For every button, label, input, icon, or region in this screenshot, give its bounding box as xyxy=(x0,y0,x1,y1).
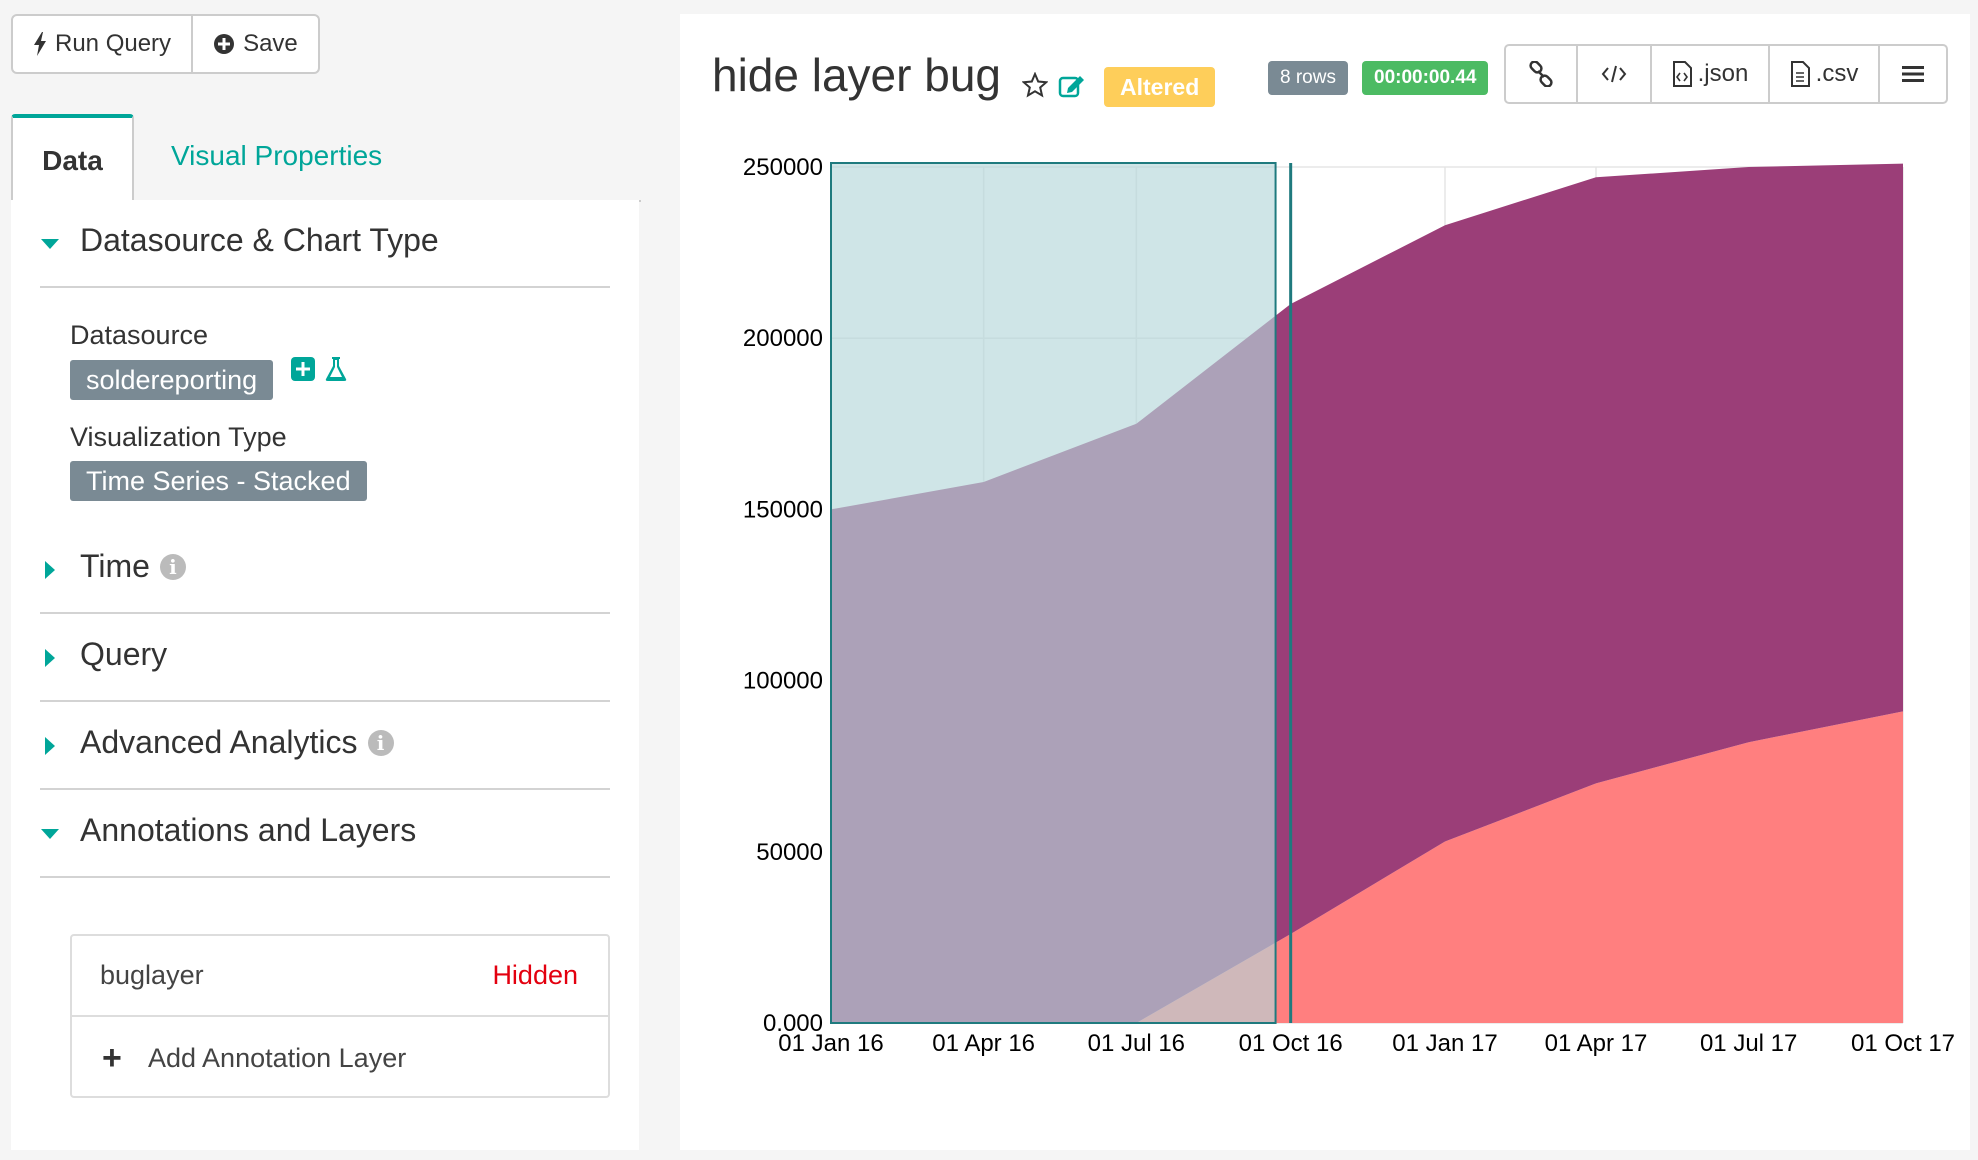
section-title: Advanced Analytics xyxy=(80,724,358,760)
viz-type-label: Visualization Type xyxy=(70,422,287,452)
section-title: Query xyxy=(80,636,168,672)
plus-circle-icon xyxy=(214,34,235,54)
altered-badge: Altered xyxy=(1104,67,1216,107)
section-advanced-analytics[interactable]: Advanced Analytics i xyxy=(40,702,610,790)
export-json-button[interactable]: .json xyxy=(1650,46,1768,102)
tab-visual-properties[interactable]: Visual Properties xyxy=(171,140,383,171)
y-tick-label: 100000 xyxy=(743,668,823,695)
viz-type-select[interactable]: Time Series - Stacked xyxy=(70,461,367,501)
slice-actions: .json .csv xyxy=(1504,44,1948,104)
x-tick-label: 01 Apr 16 xyxy=(932,1030,1035,1057)
save-label: Save xyxy=(243,30,298,57)
x-tick-label: 01 Jan 16 xyxy=(778,1030,883,1057)
tab-data[interactable]: Data xyxy=(11,114,134,204)
query-timer-badge: 00:00:00.44 xyxy=(1362,61,1489,95)
json-label: .json xyxy=(1697,60,1749,87)
run-query-button[interactable]: Run Query xyxy=(13,16,191,72)
datasource-actions xyxy=(291,356,347,382)
y-tick-label: 150000 xyxy=(743,496,823,523)
section-datasource-chart-type[interactable]: Datasource & Chart Type xyxy=(40,200,610,288)
section-title: Time xyxy=(80,548,150,584)
time-series-chart: 0.000 50000 100000 150000 200000 250000 01 Jan… xyxy=(743,154,1955,1057)
section-time[interactable]: Time i xyxy=(40,526,610,614)
link-button[interactable] xyxy=(1506,46,1576,102)
edit-icon[interactable] xyxy=(1058,72,1086,98)
title-actions xyxy=(1022,72,1086,98)
section-title-wrap: Time i xyxy=(80,548,186,585)
more-menu-button[interactable] xyxy=(1878,46,1946,102)
section-annotations-layers[interactable]: Annotations and Layers xyxy=(40,790,610,878)
query-toolbar: Run Query Save xyxy=(11,14,320,74)
y-tick-label: 250000 xyxy=(743,154,823,181)
csv-label: .csv xyxy=(1815,60,1859,87)
info-icon[interactable]: i xyxy=(159,553,186,580)
x-tick-label: 01 Oct 17 xyxy=(1851,1030,1955,1057)
slice-title: hide layer bug xyxy=(712,49,1001,101)
info-icon[interactable]: i xyxy=(367,729,394,756)
chart-container: hide layer bug Altered 8 rows 00:00:00.4… xyxy=(680,14,1970,1150)
section-query[interactable]: Query xyxy=(40,614,610,702)
flask-icon[interactable] xyxy=(325,356,347,382)
code-icon xyxy=(1601,65,1627,83)
annotation-layer-name: buglayer xyxy=(100,960,204,990)
caret-right-icon xyxy=(45,561,55,579)
y-tick-label: 200000 xyxy=(743,325,823,352)
annotation-layer-list: buglayer Hidden + Add Annotation Layer xyxy=(70,934,610,1098)
section-title: Datasource & Chart Type xyxy=(80,222,439,258)
add-annotation-layer-label: Add Annotation Layer xyxy=(148,1043,407,1073)
file-code-icon xyxy=(1672,61,1692,87)
datasource-label: Datasource xyxy=(70,320,209,350)
bolt-icon xyxy=(34,32,46,56)
section-title: Annotations and Layers xyxy=(80,812,417,848)
caret-down-icon xyxy=(41,239,59,249)
plus-square-icon[interactable] xyxy=(291,357,315,381)
control-tabs: Data Visual Properties xyxy=(11,114,641,204)
run-query-label: Run Query xyxy=(55,30,172,57)
row-count-badge: 8 rows xyxy=(1268,61,1348,95)
add-annotation-layer-button[interactable]: + Add Annotation Layer xyxy=(72,1019,608,1098)
x-tick-label: 01 Apr 17 xyxy=(1545,1030,1648,1057)
caret-right-icon xyxy=(45,649,55,667)
embed-code-button[interactable] xyxy=(1576,46,1650,102)
x-tick-label: 01 Oct 16 xyxy=(1239,1030,1343,1057)
caret-right-icon xyxy=(45,737,55,755)
save-button[interactable]: Save xyxy=(191,16,318,72)
caret-down-icon xyxy=(41,829,59,839)
plus-icon: + xyxy=(102,1039,122,1077)
section-title-wrap: Advanced Analytics i xyxy=(80,724,394,761)
hamburger-icon xyxy=(1902,66,1924,82)
datasource-select[interactable]: soldereporting xyxy=(70,360,274,400)
x-tick-label: 01 Jul 17 xyxy=(1700,1030,1797,1057)
y-tick-label: 50000 xyxy=(756,839,823,866)
star-icon[interactable] xyxy=(1022,72,1048,98)
annotation-layer-status: Hidden xyxy=(492,960,578,990)
export-csv-button[interactable]: .csv xyxy=(1768,46,1878,102)
annotation-layer-item[interactable]: buglayer Hidden xyxy=(72,936,608,1017)
x-tick-label: 01 Jul 16 xyxy=(1088,1030,1185,1057)
link-icon xyxy=(1529,61,1553,87)
annotation-interval xyxy=(830,162,1277,1024)
x-tick-label: 01 Jan 17 xyxy=(1392,1030,1497,1057)
control-panel: Datasource & Chart Type Datasource solde… xyxy=(11,200,639,1150)
file-text-icon xyxy=(1790,61,1810,87)
y-tick-label: 0.000 xyxy=(763,1010,823,1037)
area-series-1 xyxy=(831,711,1903,1023)
